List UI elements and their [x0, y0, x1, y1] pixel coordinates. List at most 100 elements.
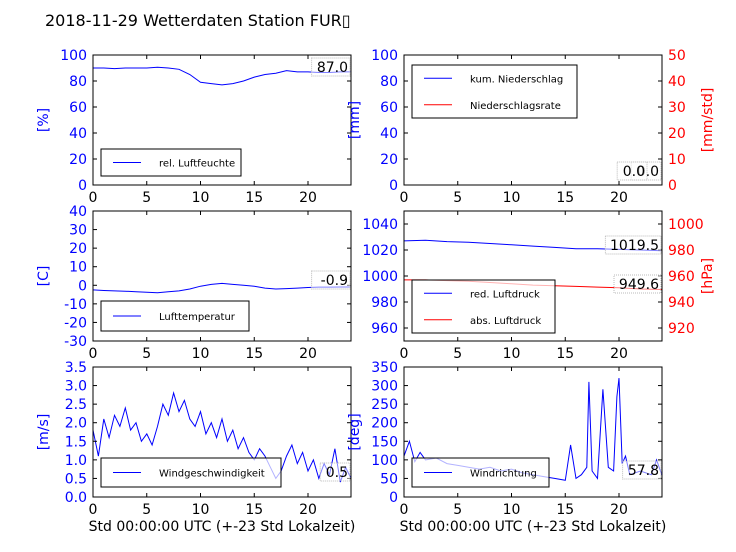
x-tick-label: 0 — [89, 502, 98, 518]
y-tick-label-left: 0 — [78, 178, 87, 194]
value-label-box — [613, 274, 662, 294]
y-tick-label-left: 40 — [69, 204, 87, 220]
y-tick-label-left: 20 — [380, 152, 398, 168]
y-tick-label-left: 50 — [380, 471, 398, 487]
y-tick-label-left: 80 — [380, 74, 398, 90]
y-tick-label-right: 940 — [668, 295, 695, 311]
y-tick-label-left: 30 — [69, 223, 87, 239]
value-label-box — [319, 462, 351, 482]
y-tick-label-left: 1040 — [362, 217, 398, 233]
series-line-wind_speed-0 — [93, 391, 351, 483]
panel-pressure: 0 5 10 15 20 960 980 1000 1020 1040 920 940 960 980 10… — [362, 210, 716, 362]
y-tick-label-left: 2.0 — [65, 416, 87, 432]
value-label: 1019.5 — [610, 238, 659, 254]
y-tick-label-right: 920 — [668, 321, 695, 337]
x-tick-label: 5 — [142, 346, 151, 362]
legend-entry: Windgeschwindigkeit — [159, 469, 265, 480]
x-tick-label: 20 — [299, 346, 317, 362]
y-tick-label-left: 20 — [69, 241, 87, 257]
y-tick-label-left: 0 — [389, 178, 398, 194]
y-tick-label-right: 10 — [668, 152, 686, 168]
value-label: 0.5 — [326, 465, 348, 481]
y-tick-label-left: 40 — [380, 126, 398, 142]
y-tick-label-left: 100 — [60, 48, 87, 64]
value-label-box — [311, 57, 351, 77]
legend-entry: red. Luftdruck — [470, 289, 540, 300]
value-label: 87.0 — [317, 60, 348, 76]
x-tick-label: 0 — [400, 346, 409, 362]
legend-entry: Niederschlagsrate — [470, 101, 561, 112]
x-tick-label: 0 — [89, 190, 98, 206]
value-label: 0.0 — [623, 164, 645, 180]
y-axis-label-right: [mm/std] — [700, 88, 716, 153]
y-tick-label-left: 350 — [371, 360, 398, 376]
y-tick-label-left: 960 — [371, 321, 398, 337]
y-axis-label-left: [mm] — [347, 101, 363, 139]
y-tick-label-left: 3.0 — [65, 379, 87, 395]
y-tick-label-right: 40 — [668, 74, 686, 90]
figure-title: 2018-11-29 Wetterdaten Station FUR▯ — [45, 11, 351, 30]
x-tick-label: 20 — [299, 190, 317, 206]
y-tick-label-left: 0 — [389, 490, 398, 506]
series-line-temperature-0 — [93, 282, 351, 294]
value-label: -0.9 — [321, 273, 348, 289]
y-tick-label-left: 10 — [69, 260, 87, 276]
y-tick-label-left: 100 — [371, 48, 398, 64]
x-tick-label: 15 — [245, 190, 263, 206]
y-tick-label-left: 2.5 — [65, 397, 87, 413]
y-axis-label-left: [deg] — [347, 413, 363, 450]
y-tick-label-right: 30 — [668, 100, 686, 116]
x-tick-label: 5 — [142, 502, 151, 518]
x-tick-label: 20 — [299, 502, 317, 518]
legend-entry: Windrichtung — [470, 469, 537, 480]
y-tick-label-left: 1.0 — [65, 453, 87, 469]
x-tick-label: 10 — [192, 190, 210, 206]
x-tick-label: 15 — [556, 502, 574, 518]
axes-frame — [92, 54, 352, 186]
x-tick-label: 20 — [610, 502, 628, 518]
y-tick-label-left: 150 — [371, 434, 398, 450]
y-tick-label-right: 1000 — [668, 217, 704, 233]
y-tick-label-left: 40 — [69, 126, 87, 142]
y-tick-label-left: 20 — [69, 152, 87, 168]
legend-entry: Lufttemperatur — [159, 312, 236, 323]
panel-temperature: 0 5 10 15 20 -30 -20 -10 0 10 20 30 40 [C] Lufttempera… — [36, 204, 352, 362]
y-axis-label-left: [C] — [36, 266, 52, 287]
y-tick-label-right: 0 — [668, 178, 677, 194]
y-tick-label-right: 960 — [668, 269, 695, 285]
y-tick-label-left: 60 — [380, 100, 398, 116]
x-tick-label: 0 — [400, 190, 409, 206]
x-tick-label: 10 — [503, 502, 521, 518]
value-label: 949.6 — [619, 277, 659, 293]
legend-box — [411, 279, 556, 334]
x-tick-label: 15 — [556, 190, 574, 206]
x-tick-label: 5 — [453, 502, 462, 518]
y-tick-label-left: 1020 — [362, 243, 398, 259]
legend-entry: abs. Luftdruck — [470, 316, 541, 327]
x-tick-label: 10 — [503, 346, 521, 362]
y-tick-label-right: 980 — [668, 243, 695, 259]
y-tick-label-left: 200 — [371, 416, 398, 432]
y-tick-label-left: 300 — [371, 379, 398, 395]
legend-entry: kum. Niederschlag — [470, 74, 563, 85]
y-axis-label-left: [%] — [36, 108, 52, 132]
axes-frame — [92, 366, 352, 498]
x-tick-label: 20 — [610, 190, 628, 206]
x-tick-label: 15 — [245, 502, 263, 518]
panel-wind_direction: 0 5 10 15 20050100150200250300350[deg]Windri… — [347, 360, 663, 518]
x-tick-label: 10 — [503, 190, 521, 206]
y-tick-label-left: 1.5 — [65, 434, 87, 450]
x-tick-label: 10 — [192, 502, 210, 518]
x-tick-label: 15 — [556, 346, 574, 362]
x-tick-label: 10 — [192, 346, 210, 362]
y-tick-label-left: -30 — [64, 334, 87, 350]
panel-wind_speed: 0 5 10 15 20 0.0 0.5 1.0 1.5 2.0 2.5 3.0 3.5 [m/s] Win… — [36, 360, 352, 518]
y-tick-label-left: 250 — [371, 397, 398, 413]
x-tick-label: 20 — [610, 346, 628, 362]
value-label-box — [604, 235, 662, 255]
x-axis-label-right: Std 00:00:00 UTC (+-23 Std Lokalzeit) — [400, 519, 667, 535]
x-tick-label: 5 — [142, 190, 151, 206]
y-tick-label-left: 1000 — [362, 269, 398, 285]
